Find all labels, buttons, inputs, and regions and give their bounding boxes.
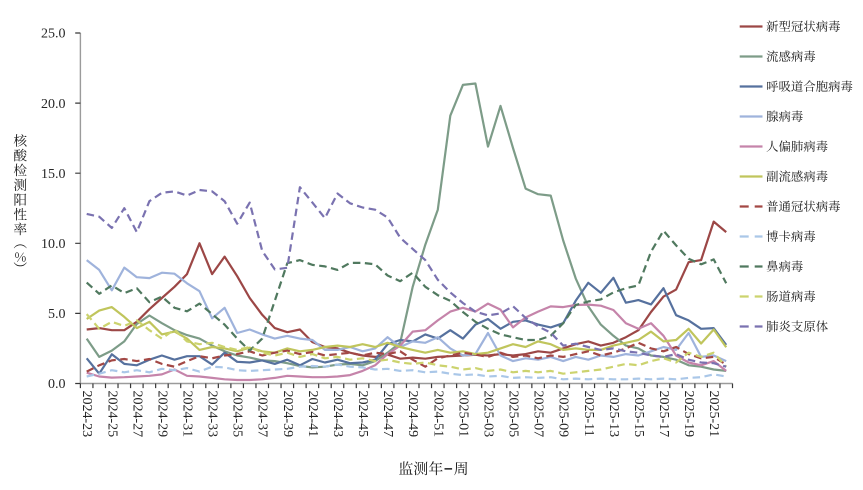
svg-text:2024-43: 2024-43 — [330, 391, 345, 438]
svg-text:2025-05: 2025-05 — [506, 391, 521, 438]
svg-text:0.0: 0.0 — [48, 377, 66, 392]
svg-text:2025-11: 2025-11 — [581, 391, 596, 437]
svg-text:2024-39: 2024-39 — [280, 391, 295, 438]
svg-text:2024-35: 2024-35 — [230, 391, 245, 438]
svg-text:2024-47: 2024-47 — [380, 391, 395, 438]
svg-text:2025-07: 2025-07 — [531, 391, 546, 438]
svg-text:2025-15: 2025-15 — [631, 391, 646, 438]
svg-text:2025-21: 2025-21 — [706, 391, 721, 438]
svg-text:2025-01: 2025-01 — [455, 391, 470, 438]
svg-text:2024-29: 2024-29 — [154, 391, 169, 438]
svg-text:10.0: 10.0 — [41, 237, 66, 252]
svg-text:2024-51: 2024-51 — [430, 391, 445, 438]
svg-text:15.0: 15.0 — [41, 167, 66, 182]
svg-text:2025-13: 2025-13 — [606, 391, 621, 438]
svg-text:2025-03: 2025-03 — [481, 391, 496, 438]
svg-text:2024-23: 2024-23 — [79, 391, 94, 438]
svg-text:2024-41: 2024-41 — [305, 391, 320, 438]
svg-text:2025-09: 2025-09 — [556, 391, 571, 438]
svg-text:2024-25: 2024-25 — [104, 391, 119, 438]
svg-text:2025-19: 2025-19 — [681, 391, 696, 438]
svg-text:2024-37: 2024-37 — [255, 391, 270, 438]
svg-text:2024-33: 2024-33 — [205, 391, 220, 438]
svg-text:5.0: 5.0 — [48, 307, 66, 322]
svg-text:2024-27: 2024-27 — [129, 391, 144, 438]
svg-text:2024-45: 2024-45 — [355, 391, 370, 438]
svg-text:2024-49: 2024-49 — [405, 391, 420, 438]
svg-text:20.0: 20.0 — [41, 97, 66, 112]
svg-text:2025-17: 2025-17 — [656, 391, 671, 438]
svg-text:25.0: 25.0 — [41, 27, 66, 42]
svg-text:2024-31: 2024-31 — [180, 391, 195, 438]
